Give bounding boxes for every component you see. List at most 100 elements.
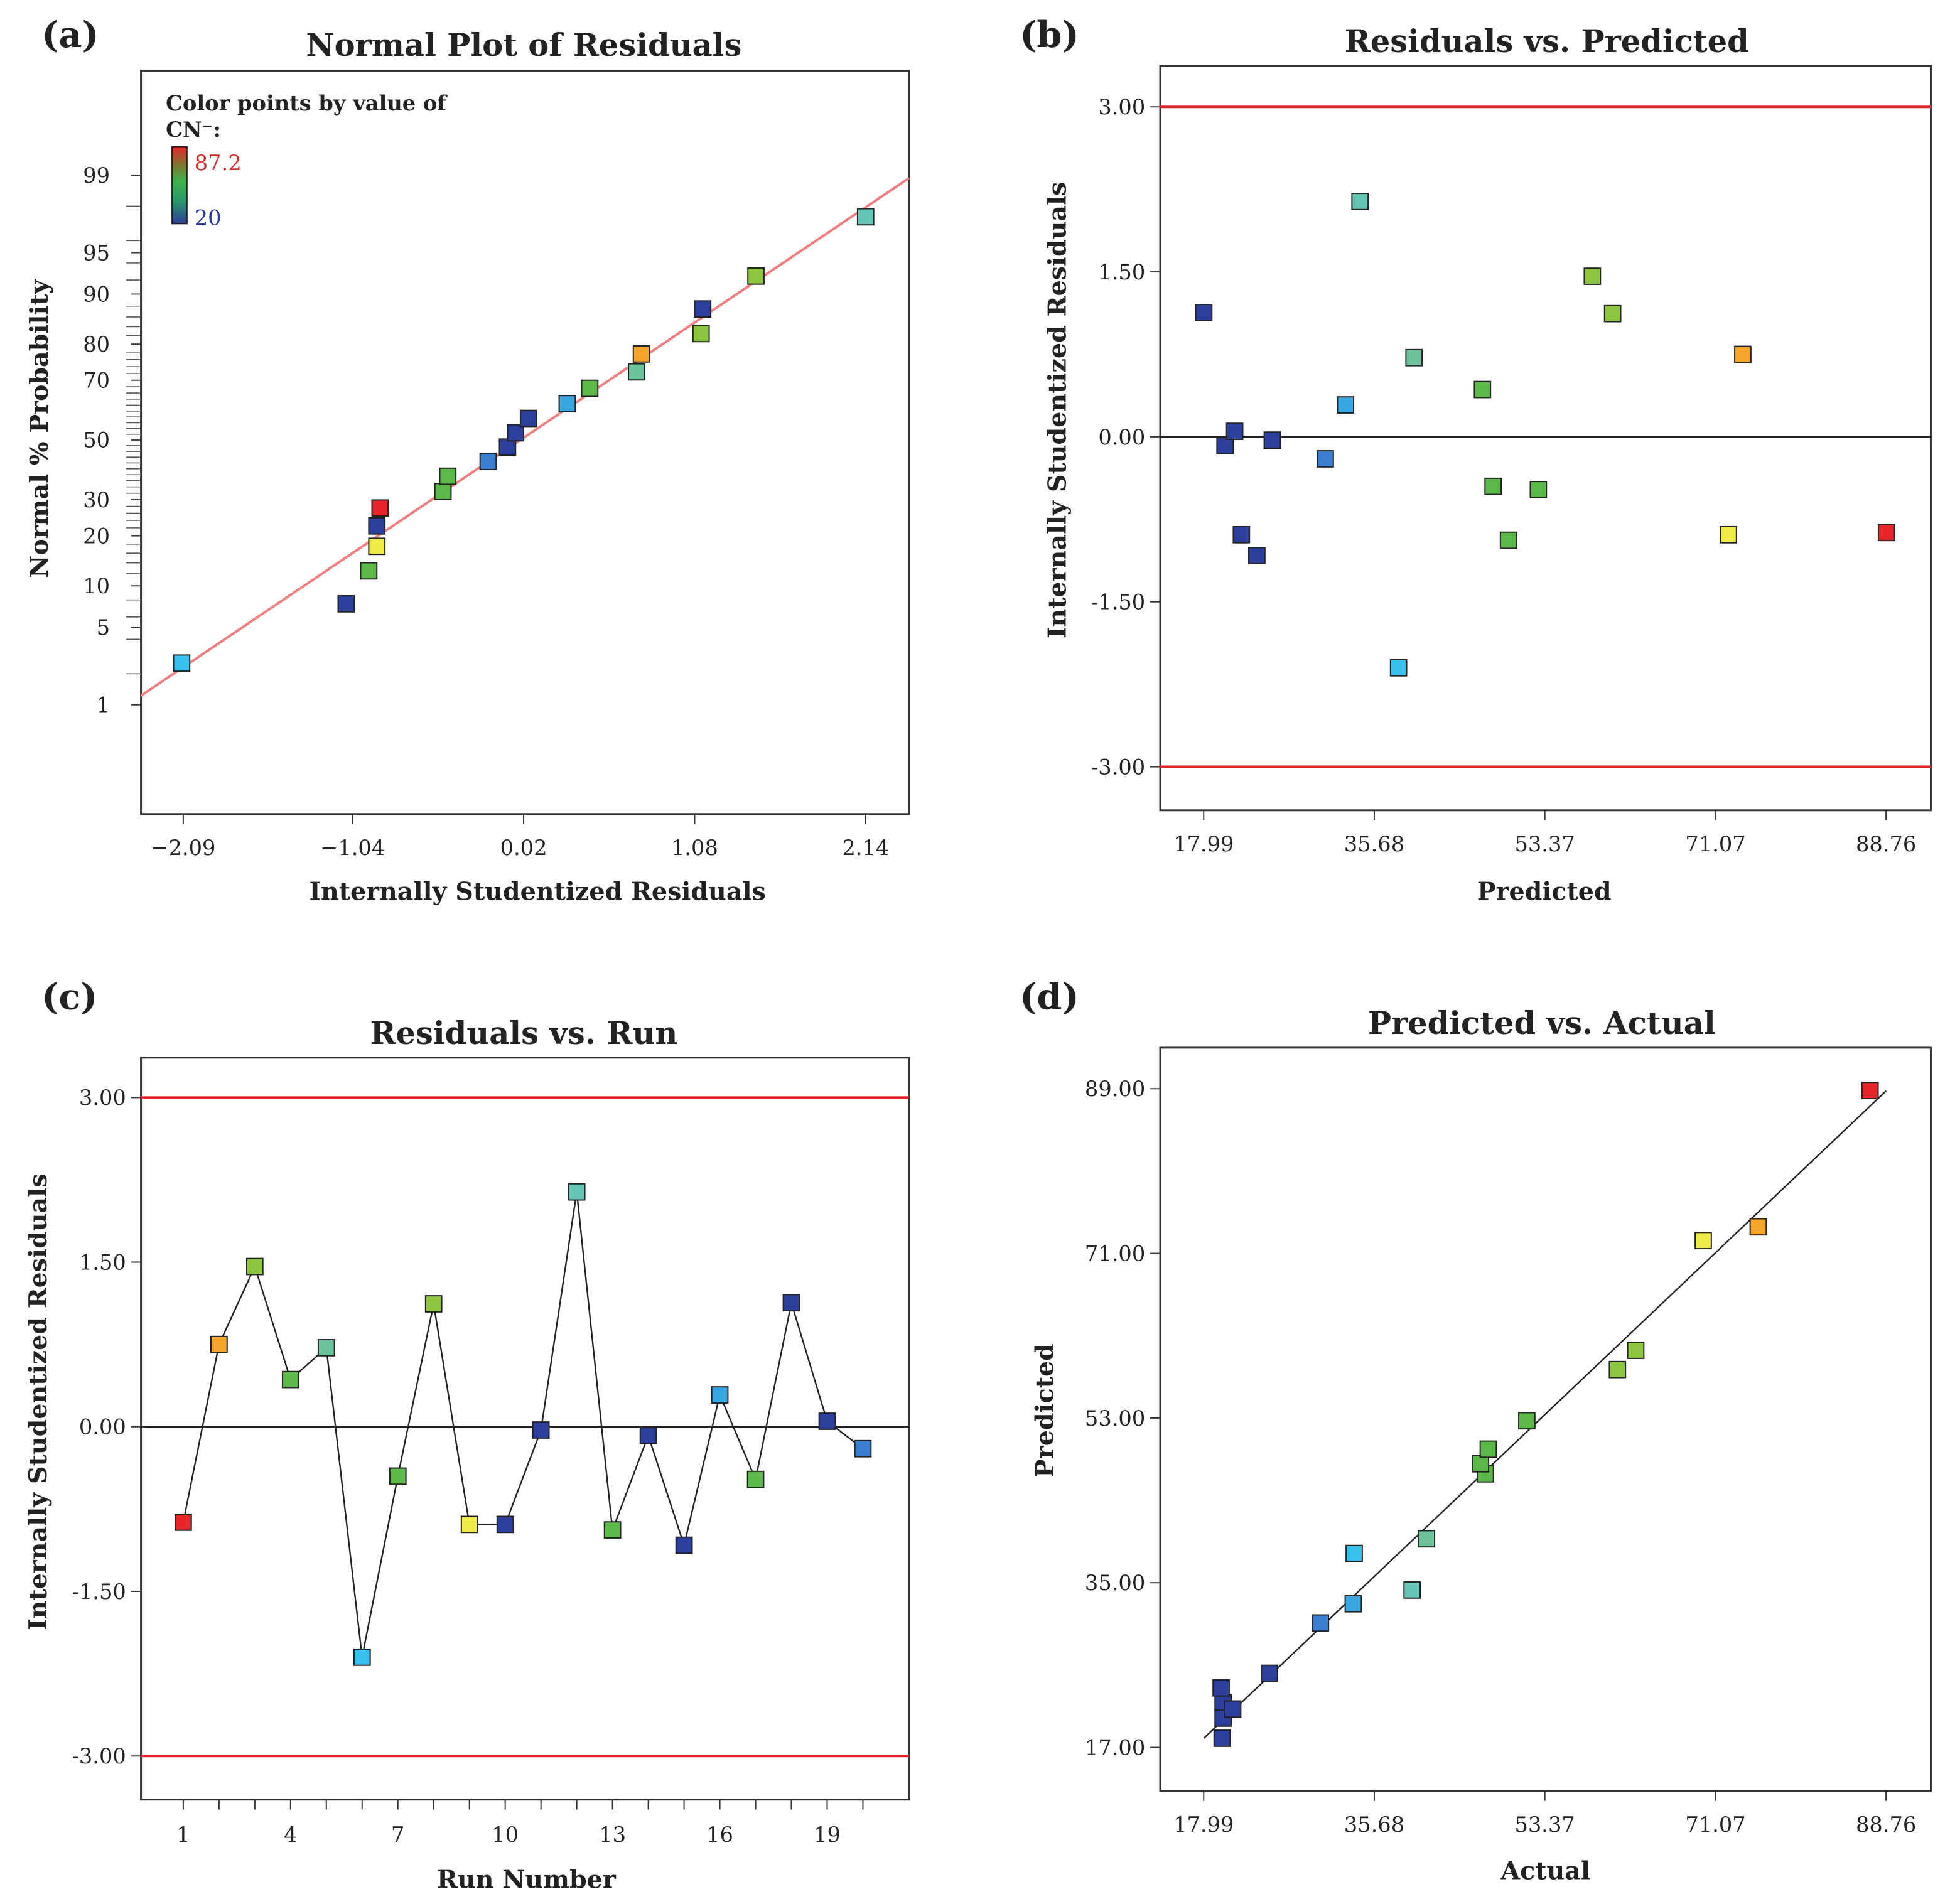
data-point-run-20	[479, 453, 497, 470]
data-point-run-19	[1224, 1700, 1242, 1718]
chart-title-d: Predicted vs. Actual	[1368, 1005, 1716, 1041]
data-point-run-7	[389, 1467, 407, 1485]
y-tick-label: 89.00	[1085, 1077, 1145, 1101]
data-point-run-20	[1317, 450, 1334, 468]
y-tick-label: 3.00	[79, 1085, 126, 1110]
y-tick-label: 35.00	[1085, 1571, 1145, 1595]
plot-area-a	[140, 70, 910, 815]
x-tick-label: 71.07	[1685, 1812, 1745, 1837]
data-point-run-10	[496, 1515, 514, 1534]
y-tick-label: 20	[83, 524, 110, 548]
plot-area-d	[1159, 1046, 1932, 1792]
data-point-run-8	[692, 325, 710, 343]
x-tick-label: 13	[599, 1822, 626, 1847]
x-tick-label: 0.02	[500, 836, 547, 860]
data-point-run-18	[694, 300, 712, 318]
data-point-run-4	[581, 379, 599, 397]
data-point-run-9	[1694, 1232, 1712, 1250]
data-point-run-7	[1472, 1455, 1490, 1473]
x-tick-label: 10	[492, 1822, 519, 1847]
data-point-run-2	[632, 345, 650, 363]
x-tick-label: 35.68	[1344, 1812, 1404, 1837]
data-point-run-1	[1877, 524, 1895, 542]
data-point-run-4	[1473, 380, 1492, 399]
x-tick-label: 35.68	[1344, 832, 1404, 856]
y-tick-label: 70	[83, 368, 110, 393]
data-point-run-8	[424, 1295, 443, 1313]
y-tick-label: 50	[83, 428, 110, 453]
x-tick-label: 17.99	[1173, 1812, 1234, 1837]
x-axis-label-b: Predicted	[1477, 877, 1612, 906]
data-point-run-9	[460, 1515, 478, 1534]
data-point-run-14	[639, 1426, 657, 1444]
y-axis-label-b: Internally Studentized Residuals	[1043, 182, 1072, 638]
data-point-run-3	[747, 267, 765, 285]
data-point-run-16	[558, 395, 576, 412]
chart-title-c: Residuals vs. Run	[370, 1015, 677, 1052]
normal-reference-line	[140, 176, 910, 697]
y-tick-label: 71.00	[1085, 1241, 1145, 1266]
x-tick-label: −1.04	[320, 836, 385, 860]
color-scale-bar	[171, 146, 188, 225]
residual-series-line	[182, 1191, 864, 1658]
data-point-run-15	[675, 1536, 693, 1554]
panel-label-c: (c)	[41, 976, 97, 1018]
x-tick-label: 1.08	[671, 836, 718, 860]
identity-line	[1203, 1090, 1887, 1739]
y-axis-label-c: Internally Studentized Residuals	[24, 1173, 53, 1630]
data-point-run-4	[281, 1370, 299, 1389]
data-point-run-2	[210, 1335, 228, 1353]
y-tick-label: -1.50	[72, 1579, 126, 1604]
y-tick-label: 17.00	[1085, 1735, 1145, 1760]
data-point-run-12	[856, 208, 875, 226]
legend-title-2: CN⁻:	[166, 117, 221, 142]
data-point-run-7	[1484, 477, 1502, 495]
data-point-run-8	[1603, 304, 1622, 323]
x-tick-label: 1	[176, 1822, 190, 1847]
data-point-run-11	[507, 424, 525, 442]
data-point-run-6	[1389, 659, 1408, 677]
y-tick-label: 53.00	[1085, 1406, 1145, 1431]
data-point-run-15	[1248, 547, 1266, 564]
x-axis-label-a: Internally Studentized Residuals	[309, 877, 765, 906]
data-point-run-11	[1261, 1664, 1278, 1682]
data-point-run-19	[1225, 422, 1244, 440]
data-point-run-5	[1405, 348, 1423, 367]
x-tick-label: 16	[706, 1822, 733, 1847]
data-point-run-5	[628, 363, 645, 381]
data-point-run-11	[532, 1421, 550, 1439]
data-point-run-13	[1479, 1440, 1497, 1458]
data-point-run-15	[337, 595, 355, 613]
data-point-run-12	[568, 1183, 586, 1201]
y-tick-label: 5	[97, 615, 110, 640]
data-point-run-17	[1529, 481, 1548, 498]
plot-area-b	[1159, 65, 1932, 812]
legend-min: 20	[195, 205, 222, 230]
data-point-run-20	[854, 1439, 872, 1458]
data-point-run-18	[1213, 1729, 1231, 1747]
data-point-run-7	[439, 467, 457, 485]
data-point-run-12	[1351, 193, 1369, 210]
legend: Color points by value of CN⁻: 87.2 20	[166, 90, 448, 230]
x-tick-label: 53.37	[1514, 832, 1575, 856]
x-tick-label: 17.99	[1173, 832, 1234, 856]
data-point-run-6	[353, 1649, 371, 1666]
x-axis-label-d: Actual	[1500, 1856, 1590, 1885]
plot-area-c	[140, 1057, 910, 1801]
data-point-run-13	[1499, 531, 1517, 549]
data-point-run-6	[173, 654, 191, 672]
x-tick-label: 88.76	[1856, 832, 1916, 856]
x-tick-label: 88.76	[1856, 1812, 1916, 1837]
data-point-run-10	[1232, 525, 1251, 544]
data-point-run-12	[1403, 1581, 1421, 1599]
data-point-run-2	[1734, 345, 1752, 363]
x-axis-label-c: Run Number	[437, 1865, 617, 1894]
data-point-run-13	[360, 562, 378, 580]
data-point-run-17	[1518, 1412, 1536, 1430]
data-point-run-11	[1263, 431, 1281, 449]
panel-label-a: (a)	[41, 13, 99, 56]
data-point-run-9	[1720, 525, 1737, 544]
y-tick-label: 0.00	[79, 1415, 126, 1439]
data-point-run-19	[818, 1412, 836, 1430]
